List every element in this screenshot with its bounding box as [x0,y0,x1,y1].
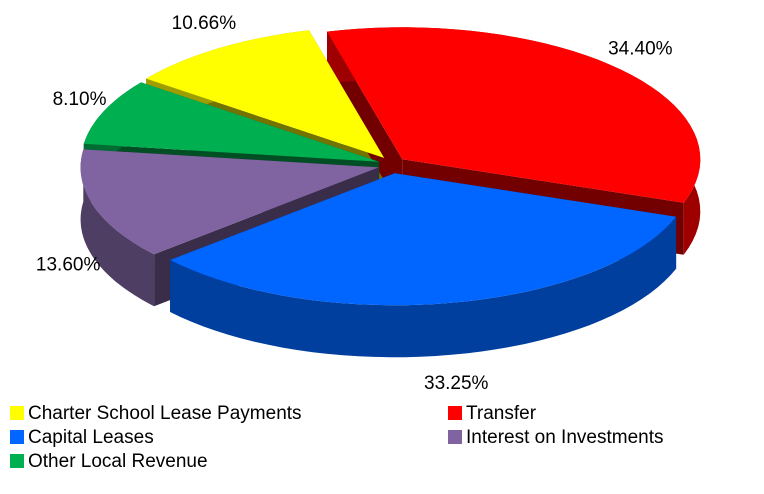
legend-swatch [448,430,462,444]
value-label: 8.10% [53,89,107,110]
legend-label: Other Local Revenue [28,451,208,472]
legend-swatch [10,454,24,468]
legend-label: Transfer [466,403,537,424]
slice [83,82,380,162]
slice-wall [170,216,677,358]
slice [327,27,701,203]
value-label: 33.25% [424,373,489,394]
value-label: 13.60% [36,255,101,276]
legend-label: Capital Leases [28,427,154,448]
legend-swatch [10,430,24,444]
legend-label: Interest on Investments [466,427,664,448]
slice [146,30,385,158]
legend-label: Charter School Lease Payments [28,403,302,424]
slice [170,173,677,306]
value-label: 10.66% [172,13,237,34]
value-label: 34.40% [608,39,673,60]
legend-swatch [10,406,24,420]
slice-wall [80,149,155,307]
legend-swatch [448,406,462,420]
slice [80,149,379,255]
